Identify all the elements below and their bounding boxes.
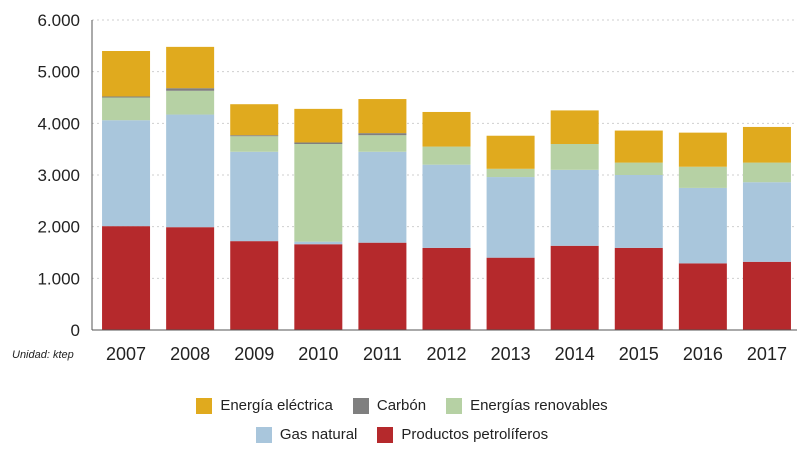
x-tick-label: 2010 [298, 344, 338, 364]
bar-productos-petroliferos-2015 [614, 247, 663, 330]
bar-energias-renovables-2013 [486, 168, 535, 178]
x-tick-label: 2009 [234, 344, 274, 364]
legend-label: Energía eléctrica [220, 397, 333, 414]
bar-energia-electrica-2014 [550, 110, 599, 144]
bar-energia-electrica-2017 [742, 126, 791, 163]
x-tick-label: 2015 [619, 344, 659, 364]
bar-carbon-2011 [358, 133, 407, 136]
legend-swatch [196, 397, 213, 414]
legend-swatch [255, 426, 272, 443]
y-tick-label: 6.000 [37, 11, 80, 30]
x-tick-label: 2013 [491, 344, 531, 364]
legend-row-1: Energía eléctrica Carbón Energías renovabl… [0, 397, 804, 414]
unit-label: Unidad: ktep [12, 349, 74, 361]
x-tick-label: 2016 [683, 344, 723, 364]
bar-energia-electrica-2013 [486, 135, 535, 169]
bar-productos-petroliferos-2013 [486, 257, 535, 330]
bar-energias-renovables-2012 [422, 146, 471, 165]
legend-item: Carbón [352, 397, 427, 414]
bar-energias-renovables-2014 [550, 144, 599, 170]
bar-carbon-2008 [166, 88, 215, 91]
bar-gas-natural-2015 [614, 175, 663, 248]
bar-energias-renovables-2007 [102, 97, 151, 121]
bar-energia-electrica-2012 [422, 111, 471, 147]
bar-gas-natural-2013 [486, 177, 535, 258]
bar-carbon-2010 [294, 142, 343, 144]
legend-swatch [377, 426, 394, 443]
bar-gas-natural-2014 [550, 169, 599, 246]
bar-energia-electrica-2007 [102, 51, 151, 97]
bar-productos-petroliferos-2008 [166, 227, 215, 330]
bar-energias-renovables-2016 [678, 166, 727, 188]
y-tick-label: 1.000 [37, 269, 80, 288]
y-tick-label: 4.000 [37, 114, 80, 133]
x-tick-label: 2011 [363, 344, 402, 364]
x-tick-label: 2017 [747, 344, 787, 364]
bar-carbon-2009 [230, 135, 279, 137]
legend-label: Gas natural [279, 426, 358, 443]
axes [91, 20, 797, 331]
bar-energia-electrica-2015 [614, 130, 663, 163]
bar-productos-petroliferos-2012 [422, 247, 471, 330]
x-tick-label: 2007 [106, 344, 146, 364]
bar-productos-petroliferos-2007 [102, 226, 151, 330]
bar-energias-renovables-2017 [742, 162, 791, 183]
bar-gas-natural-2011 [358, 151, 407, 243]
bar-gas-natural-2008 [166, 114, 215, 228]
bars [102, 46, 791, 330]
legend-label: Energías renovables [470, 397, 608, 414]
y-tick-label: 3.000 [37, 166, 80, 185]
bar-productos-petroliferos-2016 [678, 263, 727, 330]
bar-energia-electrica-2010 [294, 108, 343, 143]
y-tick-label: 2.000 [37, 218, 80, 237]
bar-energias-renovables-2010 [294, 144, 343, 242]
bar-energia-electrica-2008 [166, 46, 215, 89]
bar-productos-petroliferos-2011 [358, 242, 407, 330]
bar-gas-natural-2007 [102, 120, 151, 227]
legend-swatch [352, 397, 369, 414]
y-tick-label: 0 [71, 321, 80, 340]
legend-item: Energías renovables [446, 397, 608, 414]
bar-gas-natural-2010 [294, 241, 343, 245]
bar-productos-petroliferos-2010 [294, 244, 343, 330]
bar-energia-electrica-2016 [678, 132, 727, 167]
bar-energias-renovables-2009 [230, 136, 279, 152]
bar-productos-petroliferos-2017 [742, 261, 791, 330]
bar-productos-petroliferos-2014 [550, 245, 599, 330]
bar-energia-electrica-2011 [358, 99, 407, 134]
bar-carbon-2007 [102, 96, 151, 98]
bar-energias-renovables-2008 [166, 90, 215, 115]
legend-label: Carbón [376, 397, 427, 414]
x-tick-label: 2012 [426, 344, 466, 364]
bar-gas-natural-2016 [678, 187, 727, 264]
legend-item: Productos petrolíferos [377, 426, 548, 443]
legend-item: Gas natural [255, 426, 358, 443]
legend-item: Energía eléctrica [196, 397, 333, 414]
bar-energia-electrica-2009 [230, 104, 279, 136]
bar-gas-natural-2017 [742, 182, 791, 262]
bar-productos-petroliferos-2009 [230, 241, 279, 330]
x-tick-label: 2014 [555, 344, 595, 364]
y-tick-labels: 0 1.000 2.000 3.000 4.000 5.000 6.000 [37, 11, 80, 340]
legend-label: Productos petrolíferos [401, 426, 549, 443]
legend-row-2: Gas natural Productos petrolíferos [0, 426, 804, 443]
bar-gas-natural-2009 [230, 151, 279, 242]
y-tick-label: 5.000 [37, 63, 80, 82]
x-tick-label: 2008 [170, 344, 210, 364]
legend-swatch [446, 397, 463, 414]
bar-gas-natural-2012 [422, 164, 471, 248]
bar-energias-renovables-2011 [358, 135, 407, 152]
bar-energias-renovables-2015 [614, 162, 663, 175]
x-tick-labels: 2007 2008 2009 2010 2011 2012 2013 2014 2015 2016… [106, 344, 787, 364]
